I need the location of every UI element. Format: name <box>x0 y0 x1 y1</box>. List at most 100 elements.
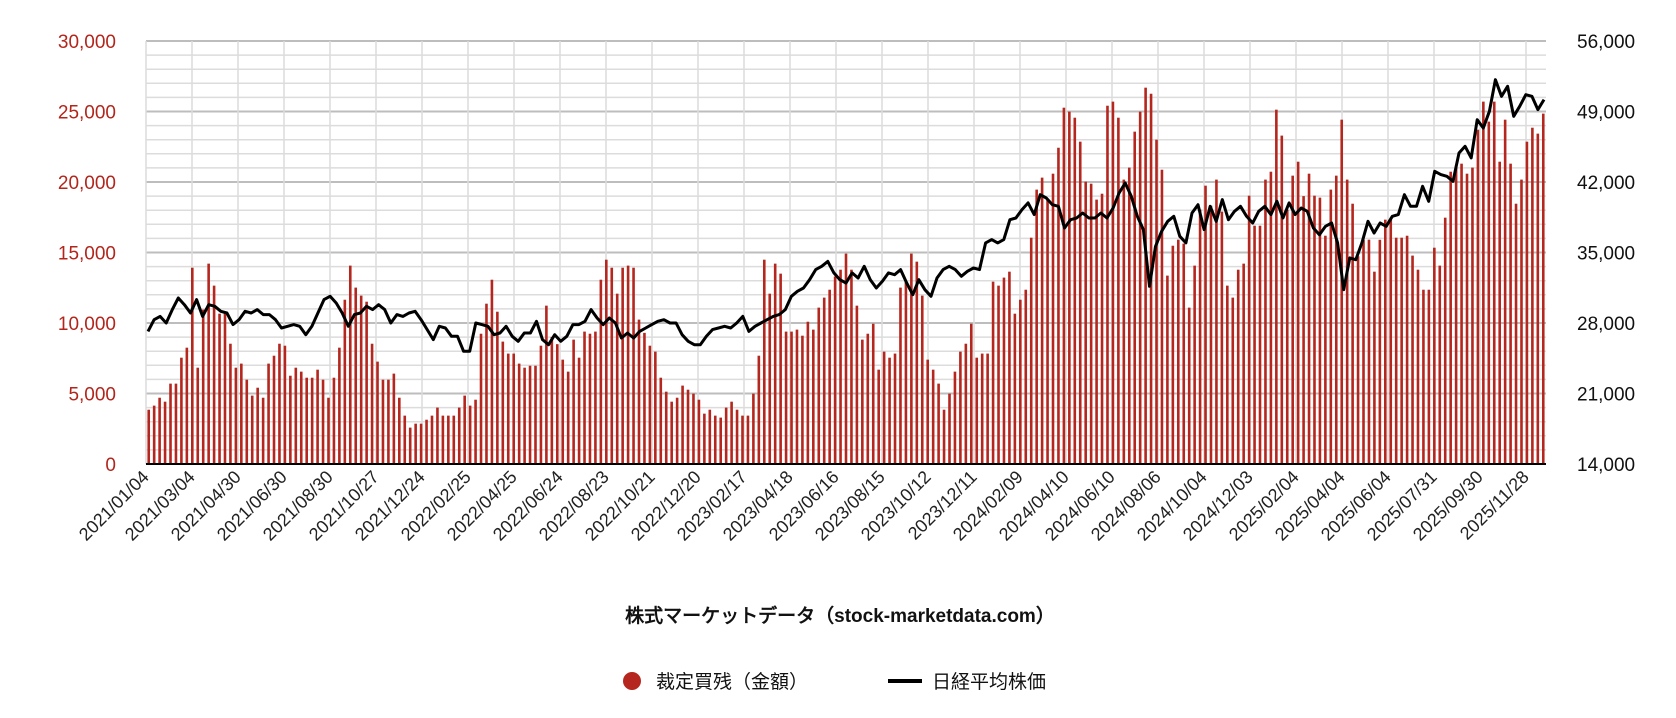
bar <box>1035 189 1038 464</box>
bar <box>1204 185 1207 464</box>
bar <box>376 361 379 464</box>
bar <box>795 329 799 464</box>
bar <box>659 377 663 464</box>
bar <box>997 285 1000 464</box>
bar <box>1166 275 1169 464</box>
bar <box>1084 181 1087 464</box>
bar <box>697 399 701 464</box>
bar <box>294 367 298 464</box>
bar <box>975 357 979 464</box>
bar <box>1215 179 1218 464</box>
bar <box>1394 237 1398 464</box>
chart-title: 株式マーケットデータ（stock-marketdata.com） <box>625 604 1055 627</box>
bar <box>855 305 859 464</box>
bar <box>675 397 679 464</box>
bar <box>1291 175 1294 464</box>
bar <box>686 389 690 464</box>
bar <box>278 343 281 464</box>
bar <box>539 345 543 464</box>
bar <box>512 353 516 464</box>
left-y-tick-label: 30,000 <box>58 32 116 53</box>
bar <box>1307 173 1311 464</box>
bar <box>599 279 603 464</box>
bar <box>261 397 265 464</box>
bar <box>1498 161 1501 465</box>
bar <box>1231 297 1235 464</box>
bar <box>152 405 156 464</box>
bar <box>245 379 249 464</box>
bar <box>354 287 358 464</box>
bar <box>212 285 216 464</box>
bar <box>1296 161 1300 465</box>
bar <box>1117 117 1120 464</box>
bar <box>468 405 472 464</box>
bar <box>321 379 325 464</box>
bar <box>267 363 270 464</box>
bar <box>1378 239 1382 464</box>
bar <box>1226 285 1229 464</box>
bar <box>703 413 706 464</box>
bar <box>338 347 341 464</box>
bar <box>942 409 946 464</box>
bar <box>915 261 919 464</box>
bar <box>1138 111 1142 465</box>
bar <box>1198 209 1202 464</box>
bar <box>1095 199 1098 464</box>
bar <box>648 345 652 464</box>
bar <box>1144 87 1147 465</box>
bar <box>877 369 880 464</box>
bar <box>1253 225 1256 464</box>
bar <box>1111 101 1115 464</box>
bar <box>1019 299 1022 464</box>
bar <box>1100 193 1104 464</box>
bar <box>969 323 973 464</box>
bar <box>223 313 227 464</box>
bar <box>207 263 210 464</box>
bar <box>980 353 984 464</box>
bar <box>365 301 368 464</box>
bar <box>1541 113 1545 465</box>
bar <box>414 423 417 464</box>
bar <box>626 265 630 464</box>
left-y-tick-label: 25,000 <box>58 103 116 124</box>
bar <box>1460 163 1463 465</box>
bar <box>1051 173 1055 464</box>
bar <box>790 331 793 464</box>
bar <box>403 415 407 464</box>
bar <box>812 329 815 464</box>
bar <box>1182 243 1186 464</box>
legend-bars-label[interactable]: 裁定買残（金額） <box>656 671 808 693</box>
bar <box>1492 101 1496 464</box>
bar <box>517 363 521 464</box>
bar <box>615 293 619 464</box>
legend-line-label[interactable]: 日経平均株価 <box>932 671 1046 693</box>
bar <box>447 415 450 464</box>
bar <box>1340 119 1344 464</box>
bar <box>1247 195 1251 464</box>
right-y-tick-label: 56,000 <box>1577 32 1635 53</box>
bar <box>201 309 205 464</box>
bar <box>169 383 172 464</box>
left-y-tick-label: 0 <box>105 455 116 476</box>
bar <box>964 343 968 464</box>
bar <box>496 311 499 464</box>
bar <box>1476 129 1480 464</box>
bar <box>610 267 614 464</box>
left-y-tick-label: 20,000 <box>58 173 116 194</box>
bar <box>1176 239 1180 464</box>
bar <box>572 339 575 464</box>
bar <box>1133 131 1137 464</box>
bar <box>1057 147 1060 464</box>
bar <box>1073 117 1077 464</box>
bar <box>506 353 510 464</box>
bar <box>822 297 826 464</box>
legend-bars-marker-icon <box>623 672 641 690</box>
bar <box>147 409 151 464</box>
bar <box>528 365 532 464</box>
bar <box>1525 141 1529 464</box>
bar <box>1209 205 1213 465</box>
bar <box>637 319 641 464</box>
bar <box>844 253 848 464</box>
bar <box>457 407 461 464</box>
bar <box>545 305 548 464</box>
